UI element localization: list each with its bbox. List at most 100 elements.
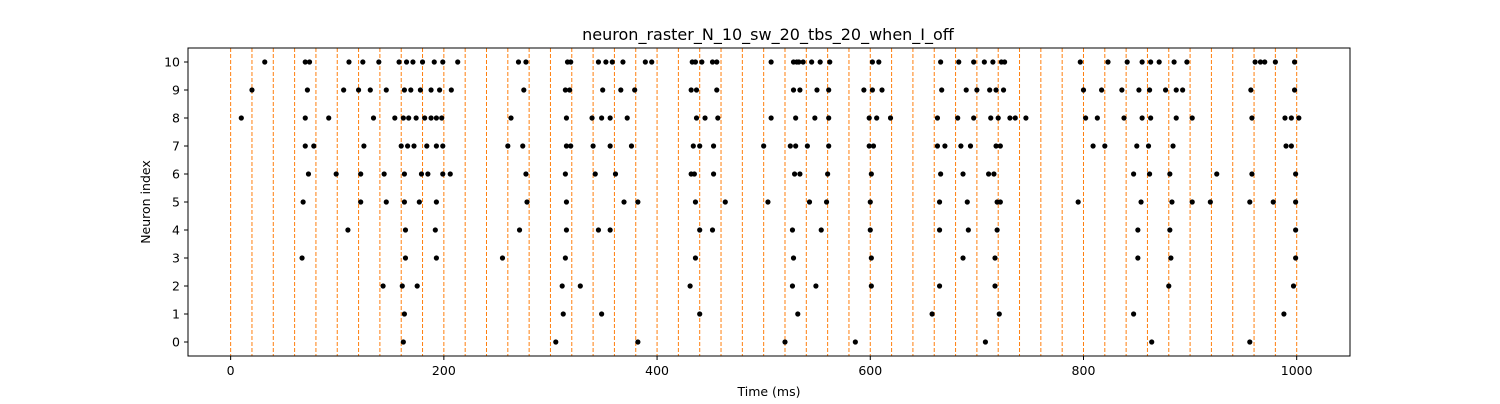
spike-point: [942, 143, 948, 149]
spike-point: [400, 115, 406, 121]
spike-point: [1291, 59, 1298, 65]
spike-point: [710, 143, 717, 149]
spike-point: [852, 339, 858, 345]
spike-point: [787, 143, 793, 149]
spike-point: [306, 59, 313, 65]
spike-point: [302, 115, 308, 121]
spike-point: [425, 171, 431, 177]
spike-point: [1207, 199, 1213, 205]
spike-point: [806, 199, 813, 205]
spike-point: [440, 171, 446, 177]
spike-point: [1119, 87, 1125, 93]
spike-point: [1247, 339, 1253, 345]
spike-point: [1293, 171, 1299, 177]
spike-point: [553, 339, 559, 345]
spike-point: [1169, 199, 1175, 205]
spike-point: [793, 143, 799, 149]
spike-point: [992, 283, 998, 289]
spike-point: [974, 87, 980, 93]
spike-point: [982, 339, 989, 345]
spike-point: [383, 87, 389, 93]
x-axis-ticks: 0 200 400 600 800 1000: [227, 356, 1313, 378]
spike-point: [692, 255, 699, 261]
spike-point: [690, 143, 696, 149]
spike-point: [418, 171, 425, 177]
spike-point: [934, 143, 941, 149]
spike-point: [1099, 87, 1105, 93]
spike-point: [635, 339, 641, 345]
spike-point: [367, 87, 373, 93]
spike-point: [1293, 255, 1299, 261]
spike-point: [440, 59, 446, 65]
spike-point: [358, 171, 364, 177]
spike-point: [761, 143, 767, 149]
spike-point: [1272, 59, 1278, 65]
spike-point: [408, 87, 414, 93]
spike-point: [642, 59, 648, 65]
spike-point: [300, 199, 306, 205]
spike-point: [431, 59, 437, 65]
spike-point: [333, 171, 339, 177]
spike-point: [938, 59, 944, 65]
spike-point: [699, 59, 705, 65]
spike-point: [817, 59, 823, 65]
spike-point: [1170, 143, 1176, 149]
spike-point: [800, 59, 806, 65]
spike-point: [1189, 115, 1195, 121]
spike-point: [1135, 227, 1141, 233]
spike-point: [693, 87, 700, 93]
spike-point: [1012, 115, 1018, 121]
spike-point: [262, 59, 268, 65]
spike-point: [1001, 59, 1008, 65]
spike-point: [1171, 59, 1177, 65]
y-axis-label: Neuron index: [138, 160, 153, 244]
spike-point: [861, 87, 867, 93]
spike-point: [1136, 87, 1142, 93]
spike-point: [599, 115, 605, 121]
spike-point: [1247, 199, 1253, 205]
y-tick-label: 5: [172, 195, 180, 210]
spike-point: [311, 143, 317, 149]
spike-point: [697, 311, 703, 317]
spike-point: [1293, 227, 1299, 233]
y-tick-label: 10: [164, 55, 180, 70]
spike-point: [1023, 115, 1029, 121]
spike-point: [563, 227, 570, 233]
spike-point: [709, 59, 716, 65]
spike-point: [960, 171, 966, 177]
spike-point: [508, 115, 514, 121]
spike-point: [809, 59, 815, 65]
spike-point: [1167, 171, 1173, 177]
spike-point: [370, 115, 377, 121]
spike-point: [804, 143, 810, 149]
chart-title: neuron_raster_N_10_sw_20_tbs_20_when_I_o…: [582, 25, 955, 45]
y-axis-ticks: 0 1 2 3 4 5 6 7 8 9 10: [164, 55, 188, 350]
spike-point: [812, 115, 818, 121]
x-tick-label: 800: [1072, 363, 1096, 378]
spike-point: [1146, 171, 1153, 177]
spike-point: [1262, 59, 1268, 65]
spike-point: [590, 143, 596, 149]
spike-point: [995, 115, 1001, 121]
spike-point: [887, 115, 894, 121]
spike-point: [499, 255, 506, 261]
spike-point: [417, 87, 423, 93]
spike-point: [994, 227, 1000, 233]
spike-point: [714, 59, 720, 65]
spike-point: [697, 143, 703, 149]
spike-point: [791, 171, 798, 177]
spike-point: [710, 171, 717, 177]
spike-point: [965, 227, 971, 233]
spike-point: [765, 199, 771, 205]
spike-point: [305, 171, 312, 177]
spike-point: [782, 339, 788, 345]
x-tick-label: 400: [645, 363, 669, 378]
spike-point: [818, 227, 824, 233]
spike-point: [971, 115, 977, 121]
spike-point: [560, 311, 566, 317]
interval-lines: [230, 48, 1298, 356]
spike-point: [1184, 59, 1190, 65]
spike-point: [433, 255, 439, 261]
spike-point: [963, 87, 969, 93]
spike-point: [392, 115, 398, 121]
